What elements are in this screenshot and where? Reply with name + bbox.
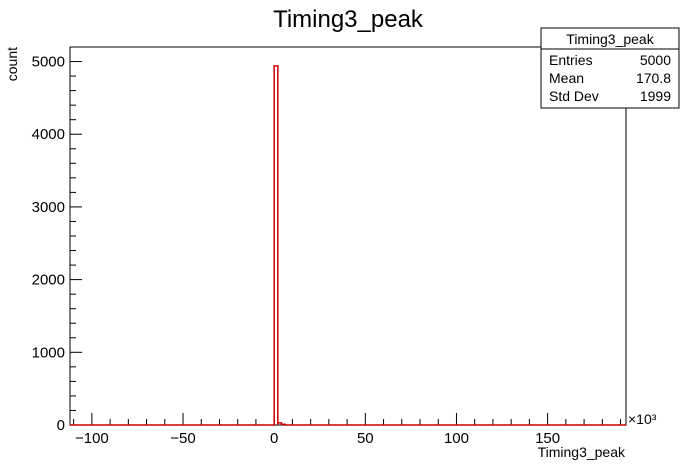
stats-entries-value: 5000 (640, 52, 671, 68)
y-tick-label: 2000 (32, 272, 65, 289)
stats-entries-label: Entries (549, 52, 593, 68)
x-minor-ticks (73, 419, 622, 425)
x-tick-label: 100 (444, 430, 469, 447)
y-tick-label: 4000 (32, 126, 65, 143)
stats-std-value: 1999 (640, 88, 671, 104)
stats-mean-label: Mean (549, 70, 584, 86)
stats-box-title: Timing3_peak (566, 31, 654, 47)
stats-mean-value: 170.8 (636, 70, 671, 86)
y-axis-ticks: 0 1000 2000 3000 4000 5000 (32, 54, 82, 434)
x-tick-label: 50 (357, 430, 374, 447)
y-axis-label: count (4, 47, 20, 81)
stats-box-frame (540, 27, 680, 109)
y-tick-label: 1000 (32, 344, 65, 361)
x-axis-ticks: −100 −50 0 50 100 150 (75, 413, 560, 447)
histogram-bin (278, 423, 282, 425)
x-tick-label: 0 (270, 430, 278, 447)
y-minor-ticks (70, 46, 76, 411)
x-tick-label: 150 (535, 430, 560, 447)
histogram (70, 65, 626, 426)
histogram-bin (274, 66, 278, 425)
x-tick-label: −100 (75, 430, 109, 447)
x-tick-label: −50 (170, 430, 195, 447)
stats-box: Timing3_peak Entries 5000 Mean 170.8 Std… (540, 27, 680, 109)
x-axis-multiplier: ×10³ (628, 411, 657, 427)
chart-title: Timing3_peak (273, 6, 424, 33)
x-axis-label: Timing3_peak (538, 444, 626, 460)
y-tick-label: 3000 (32, 199, 65, 216)
y-tick-label: 0 (57, 417, 65, 434)
histogram-outline (70, 65, 626, 426)
histogram-bin (281, 424, 285, 425)
y-tick-label: 5000 (32, 54, 65, 71)
stats-std-label: Std Dev (549, 88, 599, 104)
